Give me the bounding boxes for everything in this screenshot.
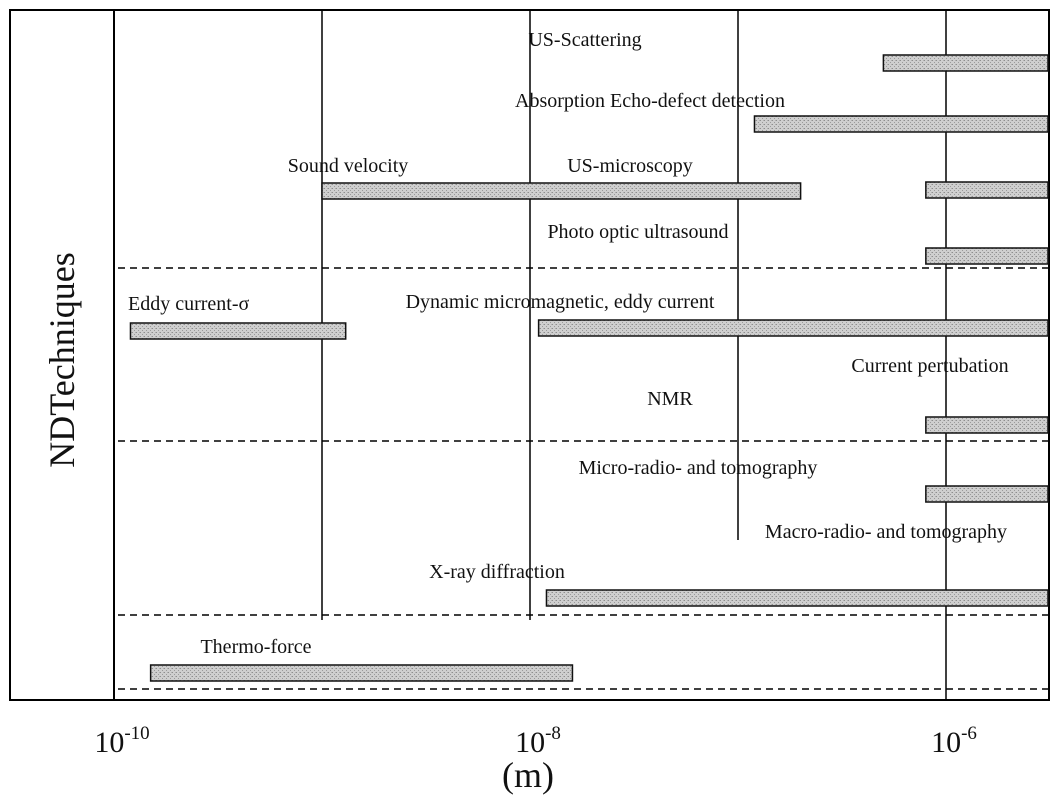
y-axis-title: NDTechniques — [42, 252, 82, 467]
label-x-ray-diffraction: X-ray diffraction — [429, 561, 565, 583]
label-dynamic-micromagnetic-eddy-current: Dynamic micromagnetic, eddy current — [406, 291, 715, 313]
technique-bars — [129, 54, 1049, 682]
bar-x-ray-diffraction — [545, 589, 1049, 607]
bar-eddy-current — [129, 322, 347, 340]
label-eddy-current: Eddy current-σ — [128, 293, 250, 315]
bar-us-microscopy — [925, 181, 1049, 199]
bar-sound-velocity — [321, 182, 802, 200]
label-nmr: NMR — [647, 388, 693, 410]
bar-micro-radio-and-tomography — [925, 485, 1049, 503]
label-micro-radio-and-tomography: Micro-radio- and tomography — [579, 457, 818, 479]
bar-us-scattering — [882, 54, 1049, 72]
x-tick-label: 10-8 — [515, 723, 561, 759]
group-separators — [118, 267, 1048, 690]
label-us-microscopy: US-microscopy — [567, 155, 693, 177]
x-tick-label: 10-10 — [94, 723, 149, 759]
bar-dynamic-micromagnetic-eddy-current — [537, 319, 1049, 337]
label-thermo-force: Thermo-force — [200, 636, 311, 658]
x-tick-label: 10-6 — [931, 723, 977, 759]
label-us-scattering: US-Scattering — [528, 29, 641, 51]
label-sound-velocity: Sound velocity — [288, 155, 409, 177]
label-current-pertubation: Current pertubation — [851, 355, 1008, 377]
label-macro-radio-and-tomography: Macro-radio- and tomography — [765, 521, 1007, 543]
technique-labels: US-Scattering Absorption Echo-defect dete… — [128, 29, 1009, 658]
bar-photo-optic-ultrasound — [925, 247, 1049, 265]
label-photo-optic-ultrasound: Photo optic ultrasound — [547, 221, 728, 243]
bar-thermo-force — [149, 664, 574, 682]
bar-nmr — [925, 416, 1049, 434]
bar-absorption-echo-defect-detection — [753, 115, 1049, 133]
label-absorption-echo-defect-detection: Absorption Echo-defect detection — [515, 90, 785, 112]
x-axis-title: (m) — [502, 755, 554, 795]
